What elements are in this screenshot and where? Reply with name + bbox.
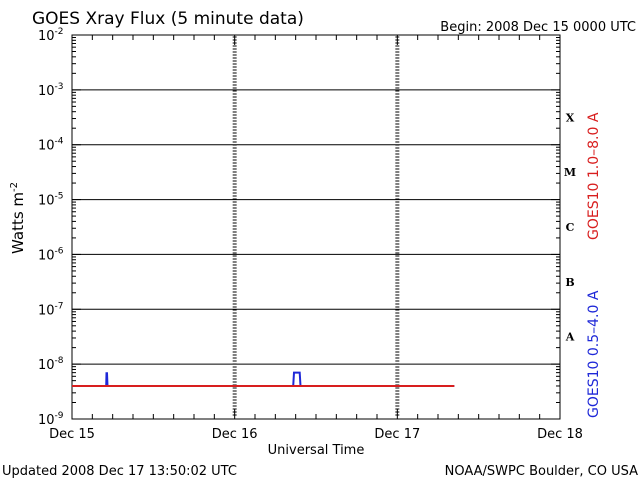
flare-class-label: B bbox=[565, 276, 574, 289]
y-tick-label-exp: -3 bbox=[55, 82, 64, 92]
y-tick-label-base: 10 bbox=[38, 358, 55, 373]
x-tick-label: Dec 16 bbox=[212, 427, 258, 442]
x-axis-ticks: Dec 15 Dec 16 Dec 17 Dec 18 bbox=[49, 35, 583, 442]
x-axis-title: Universal Time bbox=[268, 443, 365, 458]
y-tick-label-exp: -7 bbox=[55, 301, 64, 311]
y-tick-label: 10-4 bbox=[38, 137, 64, 154]
flare-class-labels: X M C B A bbox=[564, 111, 576, 343]
y-tick-label-base: 10 bbox=[38, 303, 55, 318]
y-tick-label-exp: -5 bbox=[55, 192, 64, 202]
flare-class-label: M bbox=[564, 166, 576, 179]
y-tick-label-base: 10 bbox=[38, 84, 55, 99]
footer-updated: Updated 2008 Dec 17 13:50:02 UTC bbox=[2, 464, 237, 479]
y-axis-ticks: 10-210-310-410-510-610-710-810-9 bbox=[38, 27, 560, 428]
data-series bbox=[72, 371, 455, 387]
y-tick-label: 10-6 bbox=[38, 246, 64, 263]
legend-series-long: GOES10 1.0–8.0 A bbox=[586, 112, 602, 240]
y-tick-label: 10-2 bbox=[38, 27, 64, 44]
y-tick-label-exp: -4 bbox=[55, 137, 64, 147]
y-tick-label-base: 10 bbox=[38, 194, 55, 209]
flare-class-label: X bbox=[566, 111, 575, 124]
y-tick-label: 10-5 bbox=[38, 192, 64, 209]
x-tick-label: Dec 18 bbox=[537, 427, 583, 442]
y-axis-title-exp: -2 bbox=[9, 182, 20, 192]
y-tick-label-base: 10 bbox=[38, 29, 55, 44]
y-tick-label-exp: -6 bbox=[55, 246, 64, 256]
y-tick-label-exp: -2 bbox=[55, 27, 64, 37]
grid-lines bbox=[72, 89, 560, 365]
x-tick-label: Dec 15 bbox=[49, 427, 95, 442]
y-tick-label-base: 10 bbox=[38, 248, 55, 263]
plot-frame bbox=[71, 34, 561, 420]
y-axis-title-text: Watts m bbox=[9, 192, 27, 254]
footer-credit: NOAA/SWPC Boulder, CO USA bbox=[445, 464, 638, 479]
flare-class-label: C bbox=[566, 221, 575, 234]
y-tick-label-base: 10 bbox=[38, 139, 55, 154]
y-tick-label-exp: -8 bbox=[55, 356, 64, 366]
y-tick-label-exp: -9 bbox=[55, 411, 64, 421]
y-tick-label-base: 10 bbox=[38, 413, 55, 428]
y-tick-label: 10-8 bbox=[38, 356, 64, 373]
svg-text:Watts m-2: Watts m-2 bbox=[9, 182, 27, 254]
begin-label: Begin: 2008 Dec 15 0000 UTC bbox=[440, 20, 636, 35]
x-tick-label: Dec 17 bbox=[374, 427, 420, 442]
flare-class-label: A bbox=[565, 331, 575, 344]
y-tick-label: 10-3 bbox=[38, 82, 64, 99]
legend-series-short: GOES10 0.5–4.0 A bbox=[586, 290, 602, 418]
chart-title: GOES Xray Flux (5 minute data) bbox=[32, 9, 304, 29]
y-tick-label: 10-7 bbox=[38, 301, 64, 318]
y-axis-title: Watts m-2 bbox=[9, 182, 27, 254]
y-tick-label: 10-9 bbox=[38, 411, 64, 428]
